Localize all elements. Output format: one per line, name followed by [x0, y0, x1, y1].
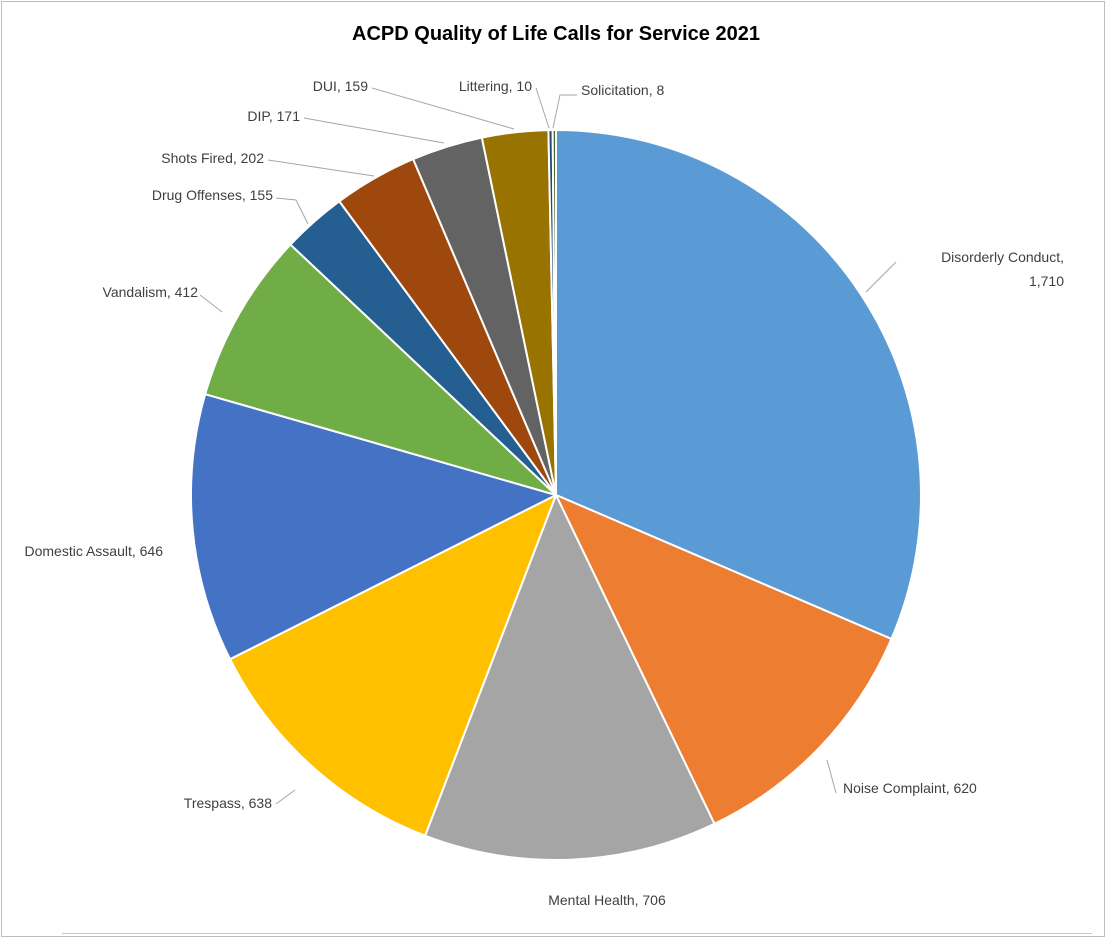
leader-solicitation — [552, 94, 577, 129]
label-mental-health: Mental Health, 706 — [548, 892, 666, 908]
label-dui: DUI, 159 — [313, 78, 368, 94]
leader-lines — [199, 87, 897, 805]
data-labels: Disorderly Conduct, 1,710 Noise Complaint,… — [24, 78, 1064, 908]
label-trespass: Trespass, 638 — [184, 795, 272, 811]
leader-noise-complaint — [826, 759, 837, 794]
slice-vandalism — [204, 243, 557, 496]
label-dip: DIP, 171 — [247, 108, 300, 124]
leader-vandalism — [199, 294, 223, 313]
leader-trespass — [275, 789, 296, 805]
leader-dip — [303, 117, 445, 144]
slice-domestic-assault — [190, 393, 557, 661]
chart-title: ACPD Quality of Life Calls for Service 2… — [352, 23, 760, 45]
slice-trespass — [229, 494, 557, 837]
label-disorderly-conduct-line-2: 1,710 — [1029, 273, 1064, 289]
label-drug-offenses: Drug Offenses, 155 — [152, 187, 273, 203]
leader-dui — [371, 87, 515, 130]
pie-slices — [190, 129, 922, 861]
bottom-rule — [62, 933, 1092, 934]
slice-solicitation — [551, 129, 557, 496]
label-domestic-assault: Domestic Assault, 646 — [24, 543, 163, 559]
label-noise-complaint: Noise Complaint, 620 — [843, 780, 977, 796]
label-disorderly-conduct-line-1: Disorderly Conduct, — [941, 249, 1064, 265]
leader-disorderly-conduct — [865, 261, 897, 293]
leader-littering — [535, 87, 550, 129]
slice-disorderly-conduct — [555, 129, 922, 640]
leader-drug-offenses — [275, 197, 309, 225]
leader-shots-fired — [267, 159, 375, 177]
label-solicitation: Solicitation, 8 — [581, 82, 664, 98]
label-littering: Littering, 10 — [459, 78, 532, 94]
slice-noise-complaint — [555, 494, 893, 825]
label-shots-fired: Shots Fired, 202 — [161, 150, 264, 166]
slice-mental-health — [424, 494, 716, 861]
label-vandalism: Vandalism, 412 — [103, 284, 199, 300]
